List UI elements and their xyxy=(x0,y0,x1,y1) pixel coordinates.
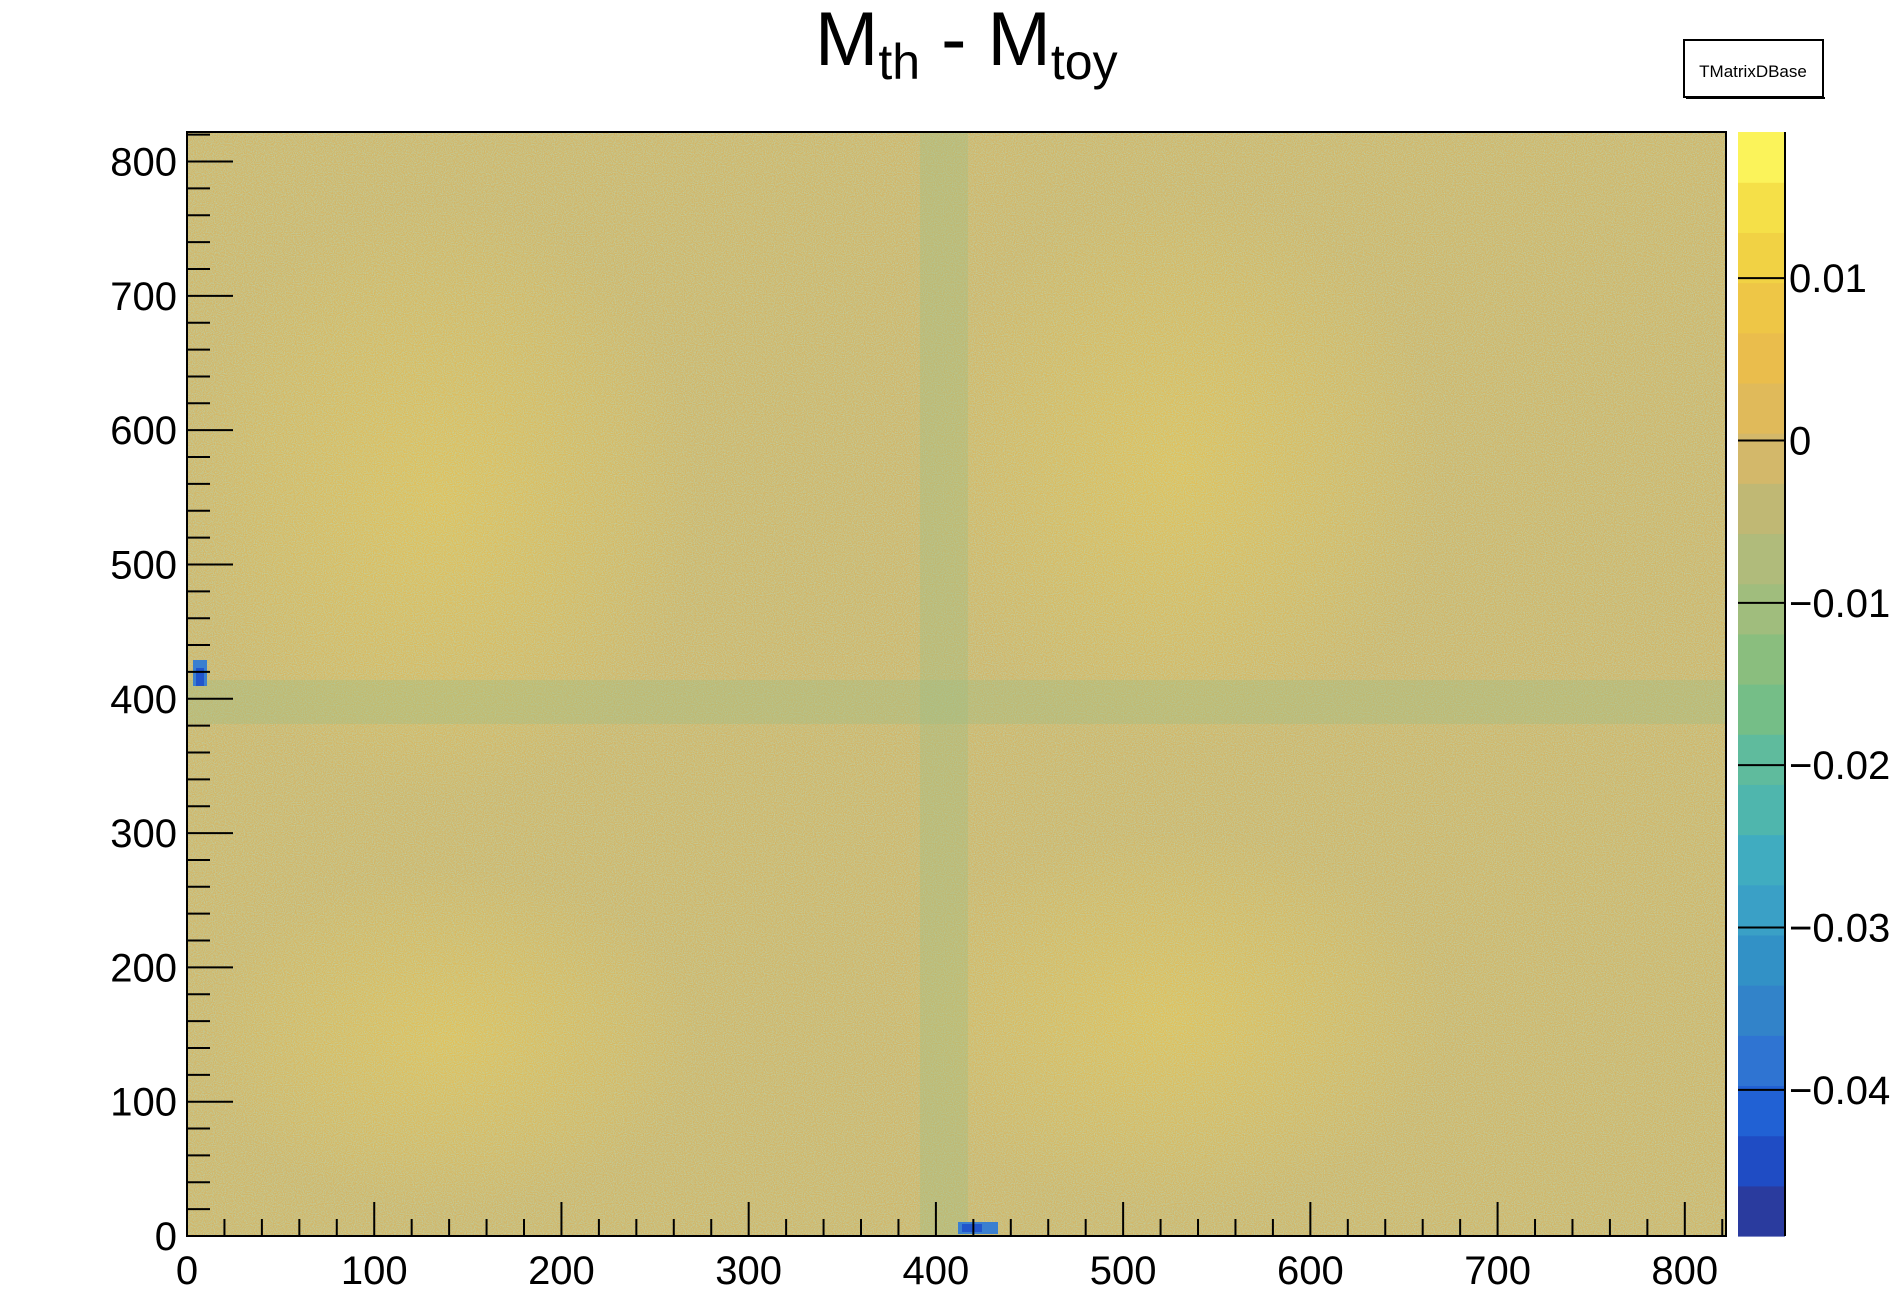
heatmap-area xyxy=(180,132,1726,1236)
y-tick-label: 700 xyxy=(110,275,177,319)
y-tick-label: 0 xyxy=(155,1215,177,1259)
colorbar-segment xyxy=(1738,382,1785,434)
colorbar-segment xyxy=(1738,182,1785,233)
y-tick-label: 800 xyxy=(110,141,177,185)
stats-box: TMatrixDBase xyxy=(1683,39,1825,99)
colorbar-segment xyxy=(1738,583,1785,635)
colorbar-segment xyxy=(1738,1085,1785,1137)
colorbar-segment xyxy=(1738,433,1785,484)
x-tick-label: 700 xyxy=(1464,1249,1531,1293)
y-tick-label: 500 xyxy=(110,543,177,587)
x-tick-label: 0 xyxy=(176,1249,198,1293)
colorbar-tick-label: −0.04 xyxy=(1789,1069,1890,1113)
colorbar-segment xyxy=(1738,533,1785,585)
x-tick-label: 400 xyxy=(903,1249,970,1293)
x-tick-label: 300 xyxy=(715,1249,782,1293)
negative-spot-left-core xyxy=(196,668,204,686)
title-separator: - M xyxy=(920,0,1051,82)
horizontal-band xyxy=(187,680,1726,724)
colorbar-segment xyxy=(1738,734,1785,785)
colorbar-tick-label: −0.03 xyxy=(1789,907,1890,951)
x-tick-label: 800 xyxy=(1651,1249,1718,1293)
colorbar-segment xyxy=(1738,985,1785,1036)
colorbar-segment xyxy=(1738,282,1785,334)
colorbar xyxy=(1738,132,1786,1237)
colorbar-segment xyxy=(1738,132,1785,183)
colorbar-segment xyxy=(1738,1185,1785,1237)
colorbar-tick-label: −0.01 xyxy=(1789,582,1890,626)
y-tick-label: 400 xyxy=(110,678,177,722)
colorbar-tick-label: 0 xyxy=(1789,419,1811,463)
x-tick-label: 600 xyxy=(1277,1249,1344,1293)
title-main: M xyxy=(815,0,878,82)
vertical-band xyxy=(920,132,968,1236)
colorbar-axis: 0.01 0 −0.01 −0.02 −0.03 −0.04 xyxy=(1738,257,1890,1113)
x-axis: 0 100 200 300 400 500 600 700 800 xyxy=(176,1202,1724,1293)
chart-title: Mth - Mtoy xyxy=(815,0,1118,90)
colorbar-segment xyxy=(1738,934,1785,986)
colorbar-segment xyxy=(1738,1035,1785,1087)
x-tick-label: 200 xyxy=(528,1249,595,1293)
y-tick-label: 600 xyxy=(110,409,177,453)
colorbar-segment xyxy=(1738,784,1785,836)
colorbar-tick-label: 0.01 xyxy=(1789,257,1867,301)
title-sub-toy: toy xyxy=(1051,34,1118,90)
colorbar-segment xyxy=(1738,232,1785,284)
colorbar-segment xyxy=(1738,332,1785,384)
title-sub-th: th xyxy=(878,34,920,90)
y-tick-label: 200 xyxy=(110,946,177,990)
colorbar-segment xyxy=(1738,834,1785,886)
colorbar-tick-label: −0.02 xyxy=(1789,744,1890,788)
y-tick-label: 300 xyxy=(110,812,177,856)
colorbar-segment xyxy=(1738,483,1785,535)
x-tick-label: 500 xyxy=(1090,1249,1157,1293)
colorbar-segment xyxy=(1738,633,1785,685)
colorbar-segment xyxy=(1738,1135,1785,1187)
x-tick-label: 100 xyxy=(341,1249,408,1293)
y-axis: 0 100 200 300 400 500 600 700 800 xyxy=(110,133,233,1259)
heatmap-noise xyxy=(187,132,1726,1236)
negative-spot-bottom-core xyxy=(962,1224,982,1232)
stats-box-label: TMatrixDBase xyxy=(1699,62,1807,81)
y-tick-label: 100 xyxy=(110,1081,177,1125)
colorbar-segment xyxy=(1738,684,1785,735)
plot-frame xyxy=(186,131,1727,1237)
